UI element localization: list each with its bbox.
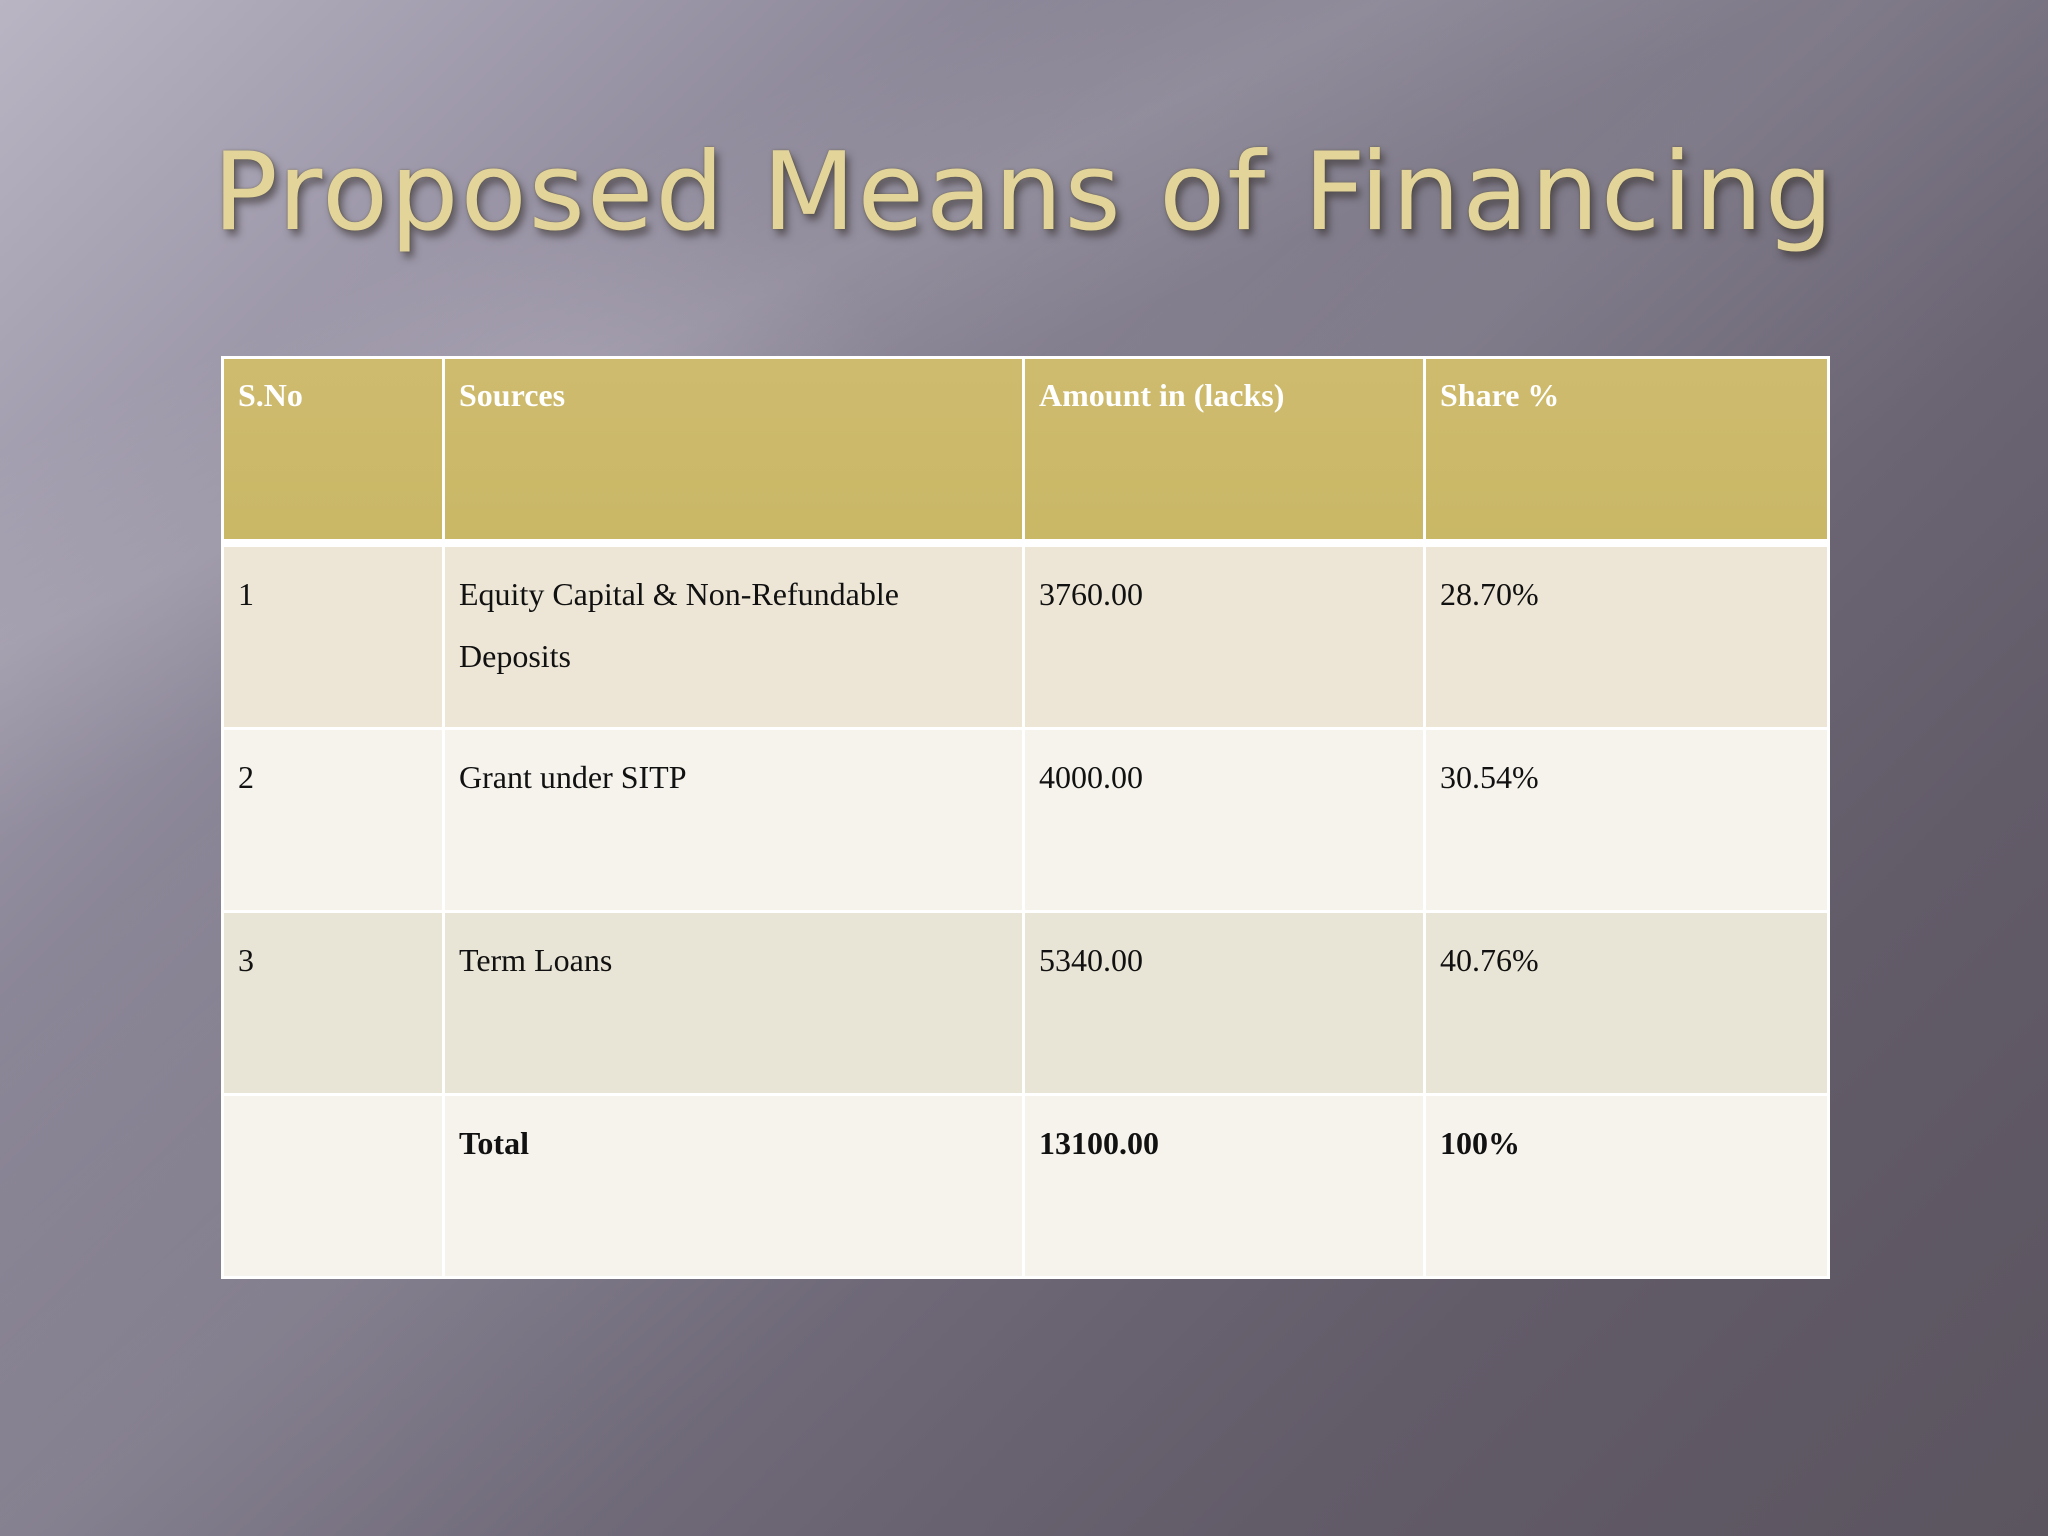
cell-amount: 4000.00 — [1022, 727, 1426, 913]
slide-title: Proposed Means of Financing — [212, 130, 1836, 255]
cell-amount: 3760.00 — [1022, 541, 1426, 730]
cell-source: Grant under SITP — [442, 727, 1025, 913]
header-sources: Sources — [442, 356, 1025, 547]
cell-amount: 5340.00 — [1022, 910, 1426, 1096]
total-amount: 13100.00 — [1022, 1093, 1426, 1279]
cell-share: 40.76% — [1423, 910, 1830, 1096]
cell-source: Equity Capital & Non-Refundable Deposits — [442, 541, 1025, 730]
cell-sno — [221, 1093, 445, 1279]
total-share: 100% — [1423, 1093, 1830, 1279]
table-header-row: S.No Sources Amount in (lacks) Share % — [221, 356, 1830, 547]
table-row: 1 Equity Capital & Non-Refundable Deposi… — [221, 541, 1830, 730]
financing-table-container: S.No Sources Amount in (lacks) Share % 1… — [221, 356, 1830, 1279]
header-amount: Amount in (lacks) — [1022, 356, 1426, 547]
table-total-row: Total 13100.00 100% — [221, 1093, 1830, 1279]
cell-share: 28.70% — [1423, 541, 1830, 730]
cell-source: Term Loans — [442, 910, 1025, 1096]
financing-table: S.No Sources Amount in (lacks) Share % 1… — [221, 356, 1830, 1279]
table-row: 3 Term Loans 5340.00 40.76% — [221, 910, 1830, 1096]
cell-sno: 2 — [221, 727, 445, 913]
cell-sno: 1 — [221, 541, 445, 730]
total-label: Total — [442, 1093, 1025, 1279]
table-row: 2 Grant under SITP 4000.00 30.54% — [221, 727, 1830, 913]
cell-share: 30.54% — [1423, 727, 1830, 913]
header-share: Share % — [1423, 356, 1830, 547]
cell-sno: 3 — [221, 910, 445, 1096]
header-sno: S.No — [221, 356, 445, 547]
